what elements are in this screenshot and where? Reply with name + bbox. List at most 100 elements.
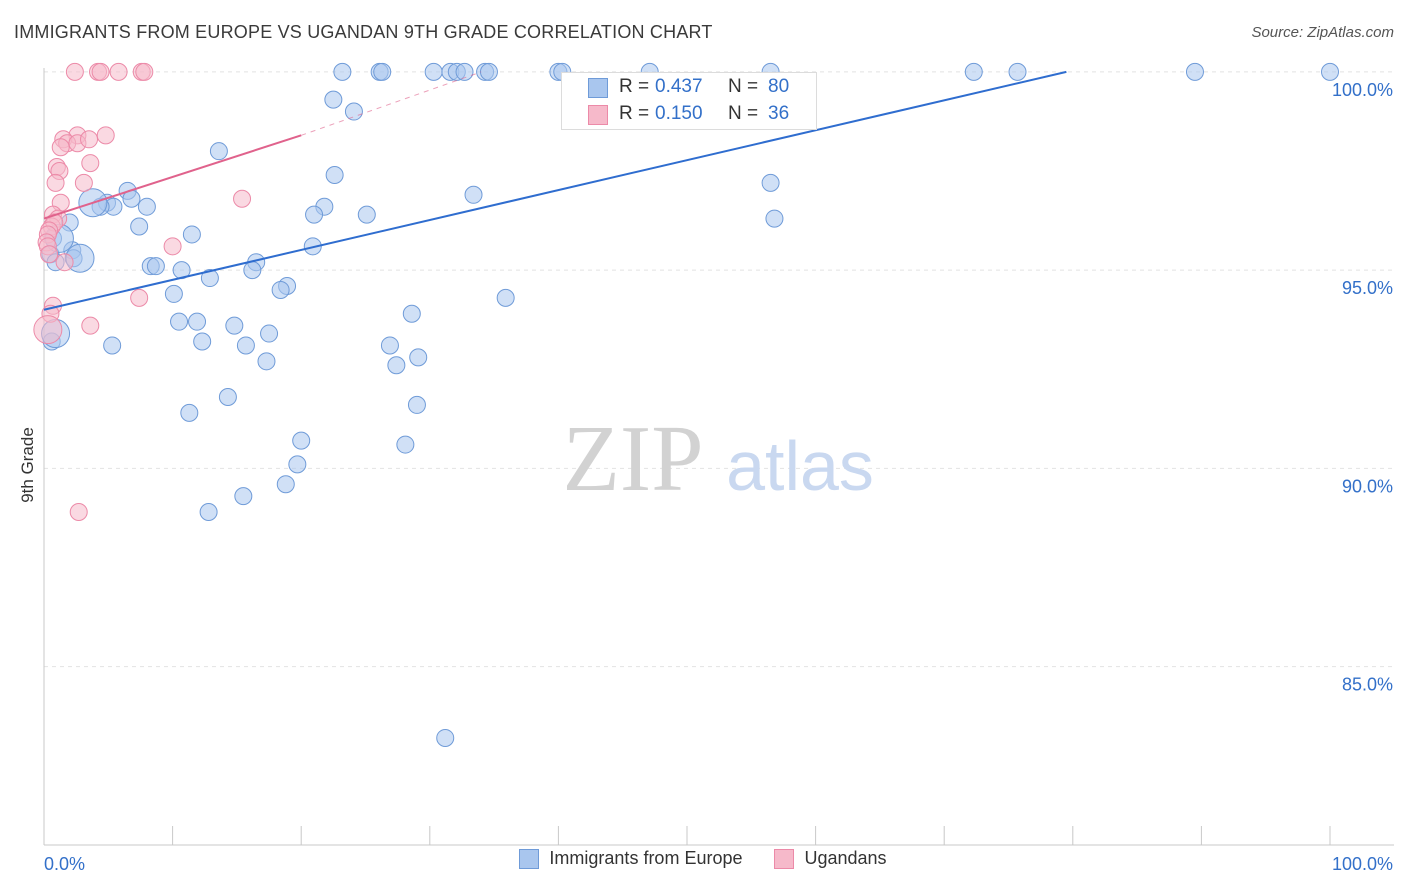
stats-n-value: 80: [768, 76, 790, 97]
stats-row-pink: R = 0.150 N = 36: [562, 103, 816, 127]
point-europe: [455, 62, 474, 81]
stats-n-value: 36: [768, 103, 790, 124]
point-europe: [193, 332, 212, 351]
point-europe: [180, 403, 199, 422]
point-ugandans: [40, 245, 59, 264]
point-ugandans: [96, 126, 115, 145]
point-europe: [324, 90, 343, 109]
legend-item-ugandans[interactable]: Ugandans: [774, 848, 887, 869]
point-europe: [357, 205, 376, 224]
point-europe: [243, 261, 262, 280]
point-europe: [1321, 62, 1339, 81]
y-tick-label: 85.0%: [1342, 675, 1393, 695]
point-europe: [271, 280, 290, 299]
point-europe: [1008, 62, 1027, 81]
point-europe: [234, 487, 253, 506]
source-credit: Source: ZipAtlas.com: [1251, 24, 1394, 41]
legend-label-ugandans: Ugandans: [804, 848, 887, 868]
stats-row-blue: R = 0.437 N = 80: [562, 76, 816, 100]
point-europe: [436, 728, 455, 747]
point-ugandans: [163, 237, 182, 256]
point-ugandans: [130, 288, 149, 307]
watermark: ZIP atlas: [563, 407, 874, 511]
point-europe: [236, 336, 255, 355]
point-ugandans: [233, 189, 252, 208]
point-europe: [344, 102, 363, 121]
point-europe: [387, 356, 406, 375]
point-europe: [276, 475, 295, 494]
point-europe: [325, 165, 344, 184]
point-europe: [200, 269, 219, 288]
point-europe: [765, 209, 784, 228]
point-europe: [305, 205, 324, 224]
point-europe: [380, 336, 399, 355]
stats-swatch-pink: [588, 105, 608, 125]
legend-item-europe[interactable]: Immigrants from Europe: [519, 848, 742, 869]
trend-lines: [43, 70, 1067, 311]
watermark-zip: ZIP: [563, 407, 704, 511]
axes: [43, 68, 1394, 846]
point-europe: [199, 502, 218, 521]
point-ugandans: [69, 502, 88, 521]
watermark-atlas: atlas: [726, 427, 874, 505]
point-europe: [218, 387, 237, 406]
point-europe: [964, 62, 983, 81]
chart-legend: Immigrants from Europe Ugandans: [0, 848, 1406, 869]
point-europe: [407, 395, 426, 414]
point-europe: [146, 257, 165, 276]
trend-line-blue: [43, 70, 1067, 311]
point-europe: [464, 185, 483, 204]
legend-swatch-blue: [519, 848, 540, 869]
stats-n-label: N =: [728, 103, 759, 124]
legend-swatch-pink: [774, 848, 795, 869]
point-ugandans: [81, 316, 100, 335]
point-europe: [170, 312, 189, 331]
point-europe: [396, 435, 415, 454]
point-europe: [424, 62, 443, 81]
point-europe: [182, 225, 201, 244]
point-ugandans: [65, 62, 84, 81]
y-tick-label: 90.0%: [1342, 476, 1393, 496]
point-ugandans: [135, 62, 154, 81]
point-europe: [373, 62, 392, 81]
legend-label-europe: Immigrants from Europe: [549, 848, 743, 868]
stats-r-label: R =: [619, 76, 650, 97]
point-europe: [761, 173, 780, 192]
stats-r-value: 0.437: [655, 76, 703, 97]
stats-n-label: N =: [728, 76, 759, 97]
point-europe: [409, 348, 428, 367]
y-tick-label: 100.0%: [1332, 80, 1393, 100]
stats-r-value: 0.150: [655, 103, 703, 124]
point-europe: [402, 304, 421, 323]
data-points: [33, 62, 1339, 747]
point-europe: [333, 62, 352, 81]
y-tick-label: 95.0%: [1342, 278, 1393, 298]
point-ugandans-large: [33, 315, 63, 345]
tick-labels: 100.0% 95.0% 90.0% 85.0% 0.0% 100.0%: [44, 80, 1393, 874]
grid-lines: [44, 71, 1394, 668]
stats-box: R = 0.437 N = 80 R = 0.150 N = 36: [561, 72, 817, 130]
trend-extension-pink: [301, 71, 482, 136]
x-tick-label: 100.0%: [1332, 854, 1393, 874]
point-europe: [103, 336, 122, 355]
point-ugandans: [55, 253, 74, 272]
point-europe: [288, 455, 307, 474]
point-ugandans: [80, 130, 99, 149]
point-europe: [1185, 62, 1204, 81]
x-tick-label: 0.0%: [44, 854, 85, 874]
point-europe: [137, 197, 156, 216]
chart-title: IMMIGRANTS FROM EUROPE VS UGANDAN 9TH GR…: [14, 22, 713, 42]
point-europe: [188, 312, 207, 331]
stats-swatch-blue: [588, 78, 608, 98]
trend-line-pink: [43, 134, 302, 220]
point-europe: [257, 352, 276, 371]
point-europe: [260, 324, 279, 343]
point-europe: [496, 288, 515, 307]
point-ugandans: [81, 154, 100, 173]
point-europe: [130, 217, 149, 236]
point-ugandans: [74, 173, 93, 192]
point-europe: [209, 142, 228, 161]
point-ugandans: [51, 138, 70, 157]
point-europe: [479, 62, 498, 81]
